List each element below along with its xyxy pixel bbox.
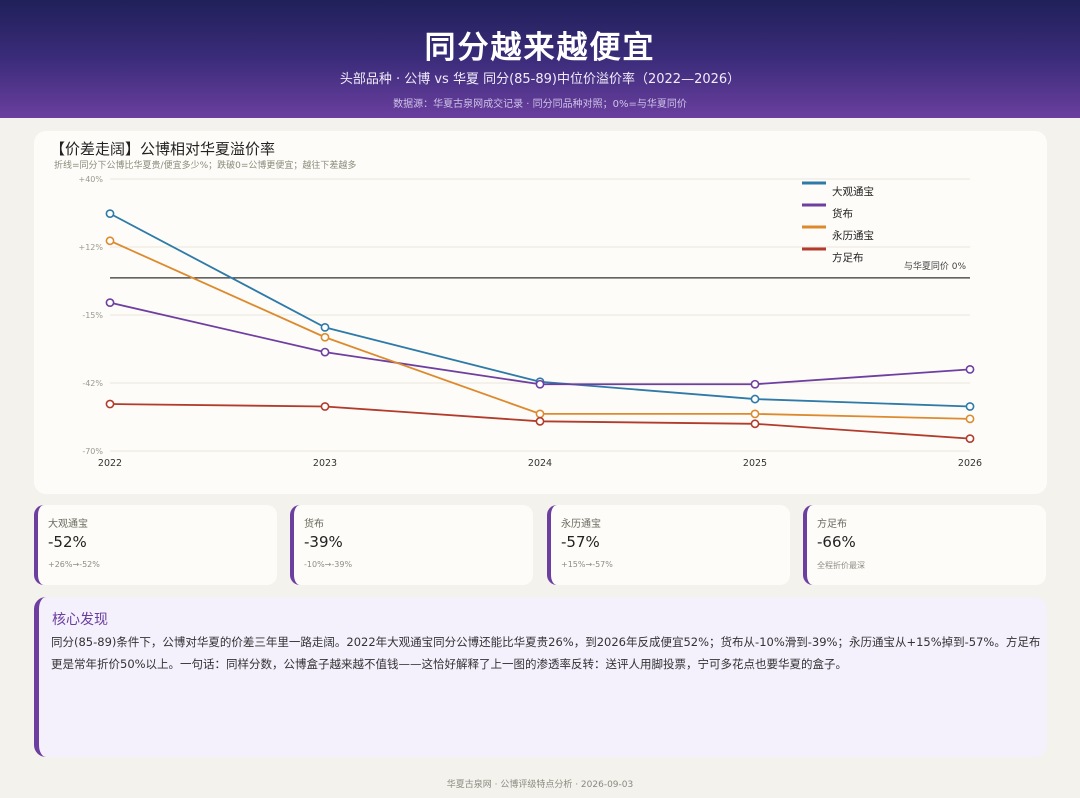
key-finding-title: 核心发现 [52, 612, 108, 628]
data-point [750, 419, 760, 429]
legend-label: 永历通宝 [832, 229, 874, 242]
data-point [320, 347, 330, 357]
x-tick-label: 2022 [98, 458, 122, 469]
data-point [320, 322, 330, 332]
key-finding-panel: 核心发现 同分(85-89)条件下，公博对华夏的价差三年里一路走阔。2022年大… [34, 597, 1047, 757]
data-point [105, 298, 115, 308]
chart-title: 【价差走阔】公博相对华夏溢价率 [50, 140, 276, 158]
data-point [105, 399, 115, 409]
x-tick-label: 2025 [743, 458, 767, 469]
y-tick-label: +40% [79, 175, 104, 184]
zero-reference-label: 与华夏同价 0% [904, 260, 967, 272]
y-tick-label: -15% [82, 311, 103, 320]
legend-label: 方足布 [832, 251, 864, 264]
premium-line-chart: +40% +12% -15% -42% -70% 与华夏同价 0% 2022 2023 2024… [79, 175, 983, 469]
stat-name: 大观通宝 [48, 519, 88, 530]
page-subtitle: 头部品种 · 公博 vs 华夏 同分(85-89)中位价溢价率（2022—202… [339, 72, 741, 87]
data-point [750, 379, 760, 389]
chart-subtitle: 折线=同分下公博比华夏贵/便宜多少%；跌破0=公博更便宜；越往下差越多 [54, 161, 357, 171]
stat-note: 全程折价最深 [817, 561, 865, 570]
data-source-note: 数据源：华夏古泉网成交记录 · 同分同品种对照；0%=与华夏同价 [393, 99, 687, 110]
data-point [965, 434, 975, 444]
y-tick-label: +12% [79, 243, 104, 252]
data-point [750, 409, 760, 419]
data-point [105, 236, 115, 246]
y-tick-label: -70% [82, 447, 103, 456]
x-tick-label: 2024 [528, 458, 552, 469]
stat-card-yongli: 永历通宝 -57% +15%→-57% [547, 505, 790, 585]
stat-value: -57% [561, 533, 600, 551]
x-tick-label: 2026 [958, 458, 982, 469]
data-point [965, 414, 975, 424]
x-tick-label: 2023 [313, 458, 337, 469]
stat-note: +15%→-57% [561, 560, 613, 569]
stat-note: +26%→-52% [48, 560, 100, 569]
data-point [535, 416, 545, 426]
footer: 华夏古泉网 · 公博评级特点分析 · 2026-09-03 [446, 780, 634, 790]
data-point [535, 379, 545, 389]
legend-label: 大观通宝 [832, 185, 874, 198]
data-point [105, 209, 115, 219]
stat-name: 方足布 [817, 519, 847, 530]
data-point [535, 409, 545, 419]
stat-note: -10%→-39% [304, 560, 353, 569]
stat-card-daguan: 大观通宝 -52% +26%→-52% [34, 505, 277, 585]
stat-value: -52% [48, 533, 87, 551]
series-line [109, 239, 971, 420]
data-point [320, 332, 330, 342]
data-point [750, 394, 760, 404]
stat-name: 货布 [304, 519, 324, 530]
data-point [965, 402, 975, 411]
data-point [320, 402, 330, 411]
stat-value: -39% [304, 533, 343, 551]
stat-card-huobu: 货布 -39% -10%→-39% [290, 505, 533, 585]
stat-name: 永历通宝 [561, 519, 601, 530]
stat-value: -66% [817, 533, 856, 551]
page-title: 同分越来越便宜 [424, 30, 656, 66]
key-finding-text: 同分(85-89)条件下，公博对华夏的价差三年里一路走阔。2022年大观通宝同分… [51, 635, 1041, 671]
chart-card: +40% +12% -15% -42% -70% 与华夏同价 0% 2022 2023 2024… [34, 131, 1047, 494]
legend-label: 货布 [832, 207, 853, 220]
y-tick-label: -42% [82, 379, 103, 388]
stat-card-fangzubu: 方足布 -66% 全程折价最深 [803, 505, 1046, 585]
header-banner: 同分越来越便宜 头部品种 · 公博 vs 华夏 同分(85-89)中位价溢价率（… [0, 0, 1080, 118]
data-point [965, 364, 975, 374]
